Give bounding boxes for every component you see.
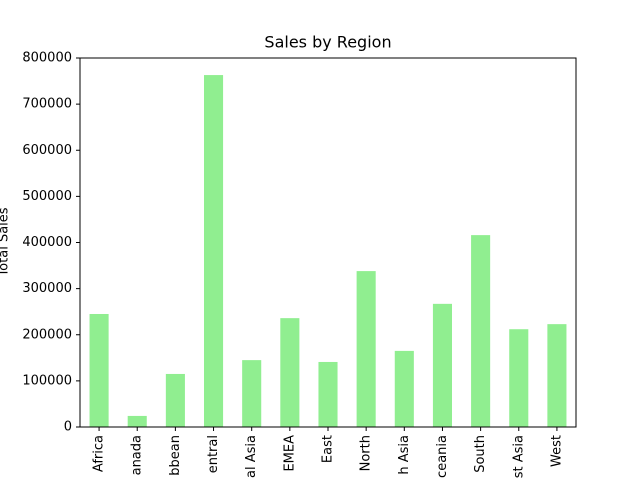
x-tick-label: West [549,435,564,467]
x-tick-label: entral [206,435,221,473]
bar [432,303,452,427]
y-tick-label: 600000 [22,143,72,158]
bar [509,329,529,427]
bar [165,373,185,427]
y-tick-label: 100000 [22,373,72,388]
y-tick-label: 700000 [22,97,72,112]
x-tick-label: ceania [435,435,450,478]
bar [394,350,414,427]
x-tick-label: EMEA [282,435,297,472]
bar [318,361,338,427]
x-tick-label: bbean [168,435,183,476]
x-tick-label: anada [130,435,145,475]
bar [204,75,224,427]
bar [471,235,491,427]
x-tick-label: al Asia [244,435,259,478]
y-axis-label: Total Sales [0,207,12,277]
x-tick-label: South [473,435,488,473]
y-tick-label: 400000 [22,235,72,250]
bar [547,324,567,427]
bar [89,313,109,427]
bar [356,271,376,427]
y-tick-label: 300000 [22,281,72,296]
x-tick-label: st Asia [511,435,526,478]
bar [242,360,262,427]
x-tick-label: East [321,435,336,463]
y-tick-label: 0 [64,420,72,435]
bar [280,318,300,427]
y-tick-label: 200000 [22,327,72,342]
chart-title: Sales by Region [264,33,391,52]
y-tick-label: 800000 [22,51,72,66]
x-tick-label: Africa [92,435,107,472]
plot-frame [79,57,577,428]
x-tick-label: h Asia [397,435,412,475]
bar [127,415,147,427]
y-tick-label: 500000 [22,189,72,204]
x-tick-label: North [359,435,374,471]
